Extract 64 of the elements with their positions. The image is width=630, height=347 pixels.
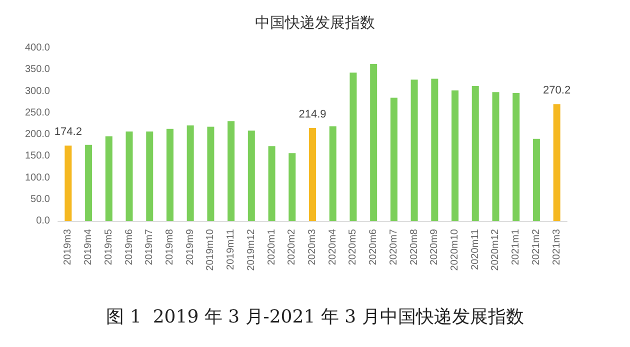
x-tick-label: 2020m4 (327, 228, 338, 266)
bar (85, 144, 92, 221)
y-tick-label: 0.0 (36, 216, 50, 226)
x-tick-label: 2021m2 (530, 228, 542, 266)
x-tick-label: 2019m7 (144, 228, 156, 266)
bar (452, 90, 459, 221)
bar (553, 104, 560, 221)
y-tick-label: 400.0 (24, 42, 50, 54)
x-tick-label: 2021m3 (551, 228, 562, 266)
bar (309, 128, 316, 221)
bar (105, 136, 112, 221)
x-tick-label: 2020m11 (470, 228, 481, 270)
bar (228, 121, 235, 221)
bar (472, 86, 479, 221)
bar (186, 125, 194, 221)
y-tick-label: 150.0 (24, 150, 50, 162)
bar (512, 92, 520, 221)
bar (532, 138, 540, 221)
x-tick-label: 2019m5 (103, 228, 114, 266)
bar (166, 128, 174, 221)
y-tick-label: 350.0 (24, 64, 50, 76)
y-tick-label: 250.0 (24, 107, 50, 118)
x-tick-label: 2019m4 (83, 228, 94, 266)
x-tick-label: 2020m12 (490, 228, 502, 271)
x-tick-label: 2020m8 (408, 228, 420, 266)
x-tick-label: 2020m3 (307, 228, 318, 266)
data-label: 270.2 (543, 84, 571, 97)
data-label: 214.9 (298, 108, 326, 121)
bar (126, 131, 133, 221)
x-tick-label: 2019m6 (124, 228, 135, 266)
x-tick-label: 2020m6 (368, 228, 380, 266)
bar (431, 78, 438, 221)
x-tick-label: 2019m11 (226, 228, 237, 270)
bar (64, 146, 72, 221)
bar (207, 126, 214, 221)
bar (146, 131, 154, 221)
y-tick-label: 200.0 (24, 129, 50, 140)
x-tick-label: 2020m1 (266, 228, 278, 266)
y-tick-label: 100.0 (24, 172, 50, 184)
x-tick-label: 2020m5 (348, 228, 359, 266)
x-tick-label: 2020m7 (388, 228, 400, 266)
bar (492, 92, 500, 221)
data-label: 174.2 (54, 126, 82, 138)
x-tick-label: 2019m9 (184, 228, 196, 266)
x-tick-label: 2020m2 (286, 228, 298, 266)
x-tick-label: 2021m1 (510, 228, 522, 266)
bar (288, 153, 296, 221)
chart-title: 中国快递发展指数 (255, 14, 375, 32)
bar (410, 80, 418, 221)
x-tick-label: 2019m8 (164, 228, 176, 266)
y-tick-label: 300.0 (24, 86, 50, 97)
y-tick-label: 50.0 (30, 194, 50, 205)
x-tick-label: 2019m3 (62, 228, 74, 266)
bar (390, 98, 398, 221)
bar (350, 72, 357, 221)
x-tick-label: 2019m10 (205, 228, 216, 271)
bar (268, 146, 276, 221)
caption: 图 1 2019 年 3 月-2021 年 3 月中国快递发展指数 (106, 306, 524, 328)
bar (248, 130, 255, 221)
x-tick-label: 2020m9 (429, 228, 440, 266)
bar (370, 64, 378, 221)
x-tick-label: 2020m10 (450, 228, 461, 271)
x-tick-label: 2019m12 (246, 228, 257, 271)
bar (329, 126, 336, 221)
